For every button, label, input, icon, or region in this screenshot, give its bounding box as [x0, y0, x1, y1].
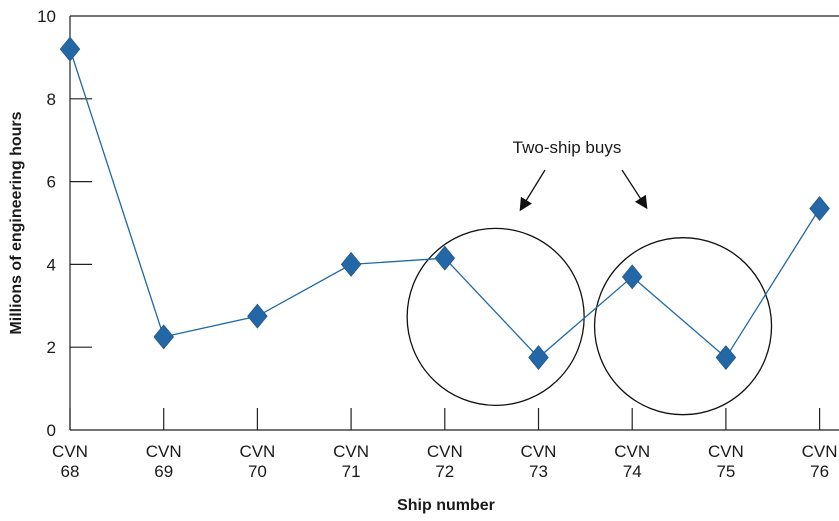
- y-axis-title: Millions of engineering hours: [8, 111, 25, 334]
- ticks: 0 2 4 6 8 10 CVN 68 CVN 69 CVN 70 CVN 71 CVN 72 CVN 73 CVN…: [37, 7, 837, 481]
- data-point: [528, 345, 549, 371]
- highlight-circles: [406, 227, 773, 416]
- x-tick-label: CVN 68: [52, 442, 88, 481]
- annotation: Two-ship buys: [513, 138, 648, 212]
- data-point: [715, 345, 737, 371]
- data-point: [153, 324, 174, 350]
- x-tick-label: CVN 75: [708, 442, 744, 481]
- annotation-arrow: [621, 169, 648, 210]
- two-ship-buy-circle: [406, 227, 585, 407]
- y-tick-label: 2: [47, 338, 56, 357]
- y-tick-label: 10: [37, 7, 56, 26]
- annotation-text: Two-ship buys: [513, 138, 622, 157]
- x-axis-title: Ship number: [397, 497, 495, 514]
- x-tick-label: CVN 69: [146, 442, 182, 481]
- data-point: [809, 196, 830, 221]
- x-tick-label: CVN 74: [614, 442, 650, 481]
- series: [59, 36, 830, 371]
- x-tick-label: CVN 73: [521, 442, 557, 481]
- y-tick-label: 4: [47, 255, 56, 274]
- data-point: [434, 245, 456, 271]
- series-line: [69, 48, 821, 359]
- annotation-arrow: [519, 169, 546, 212]
- data-point: [621, 264, 643, 290]
- data-point: [247, 303, 268, 329]
- x-tick-label: CVN 70: [239, 442, 275, 481]
- x-tick-label: CVN 76: [802, 442, 838, 481]
- data-point: [59, 36, 81, 62]
- x-tick-label: CVN 72: [427, 442, 463, 481]
- two-ship-buy-circle: [593, 237, 773, 416]
- data-point: [340, 251, 362, 277]
- y-tick-label: 8: [47, 90, 56, 109]
- axes: [69, 15, 839, 431]
- y-tick-label: 0: [47, 421, 56, 440]
- y-tick-label: 6: [47, 173, 56, 192]
- x-tick-label: CVN 71: [333, 442, 369, 481]
